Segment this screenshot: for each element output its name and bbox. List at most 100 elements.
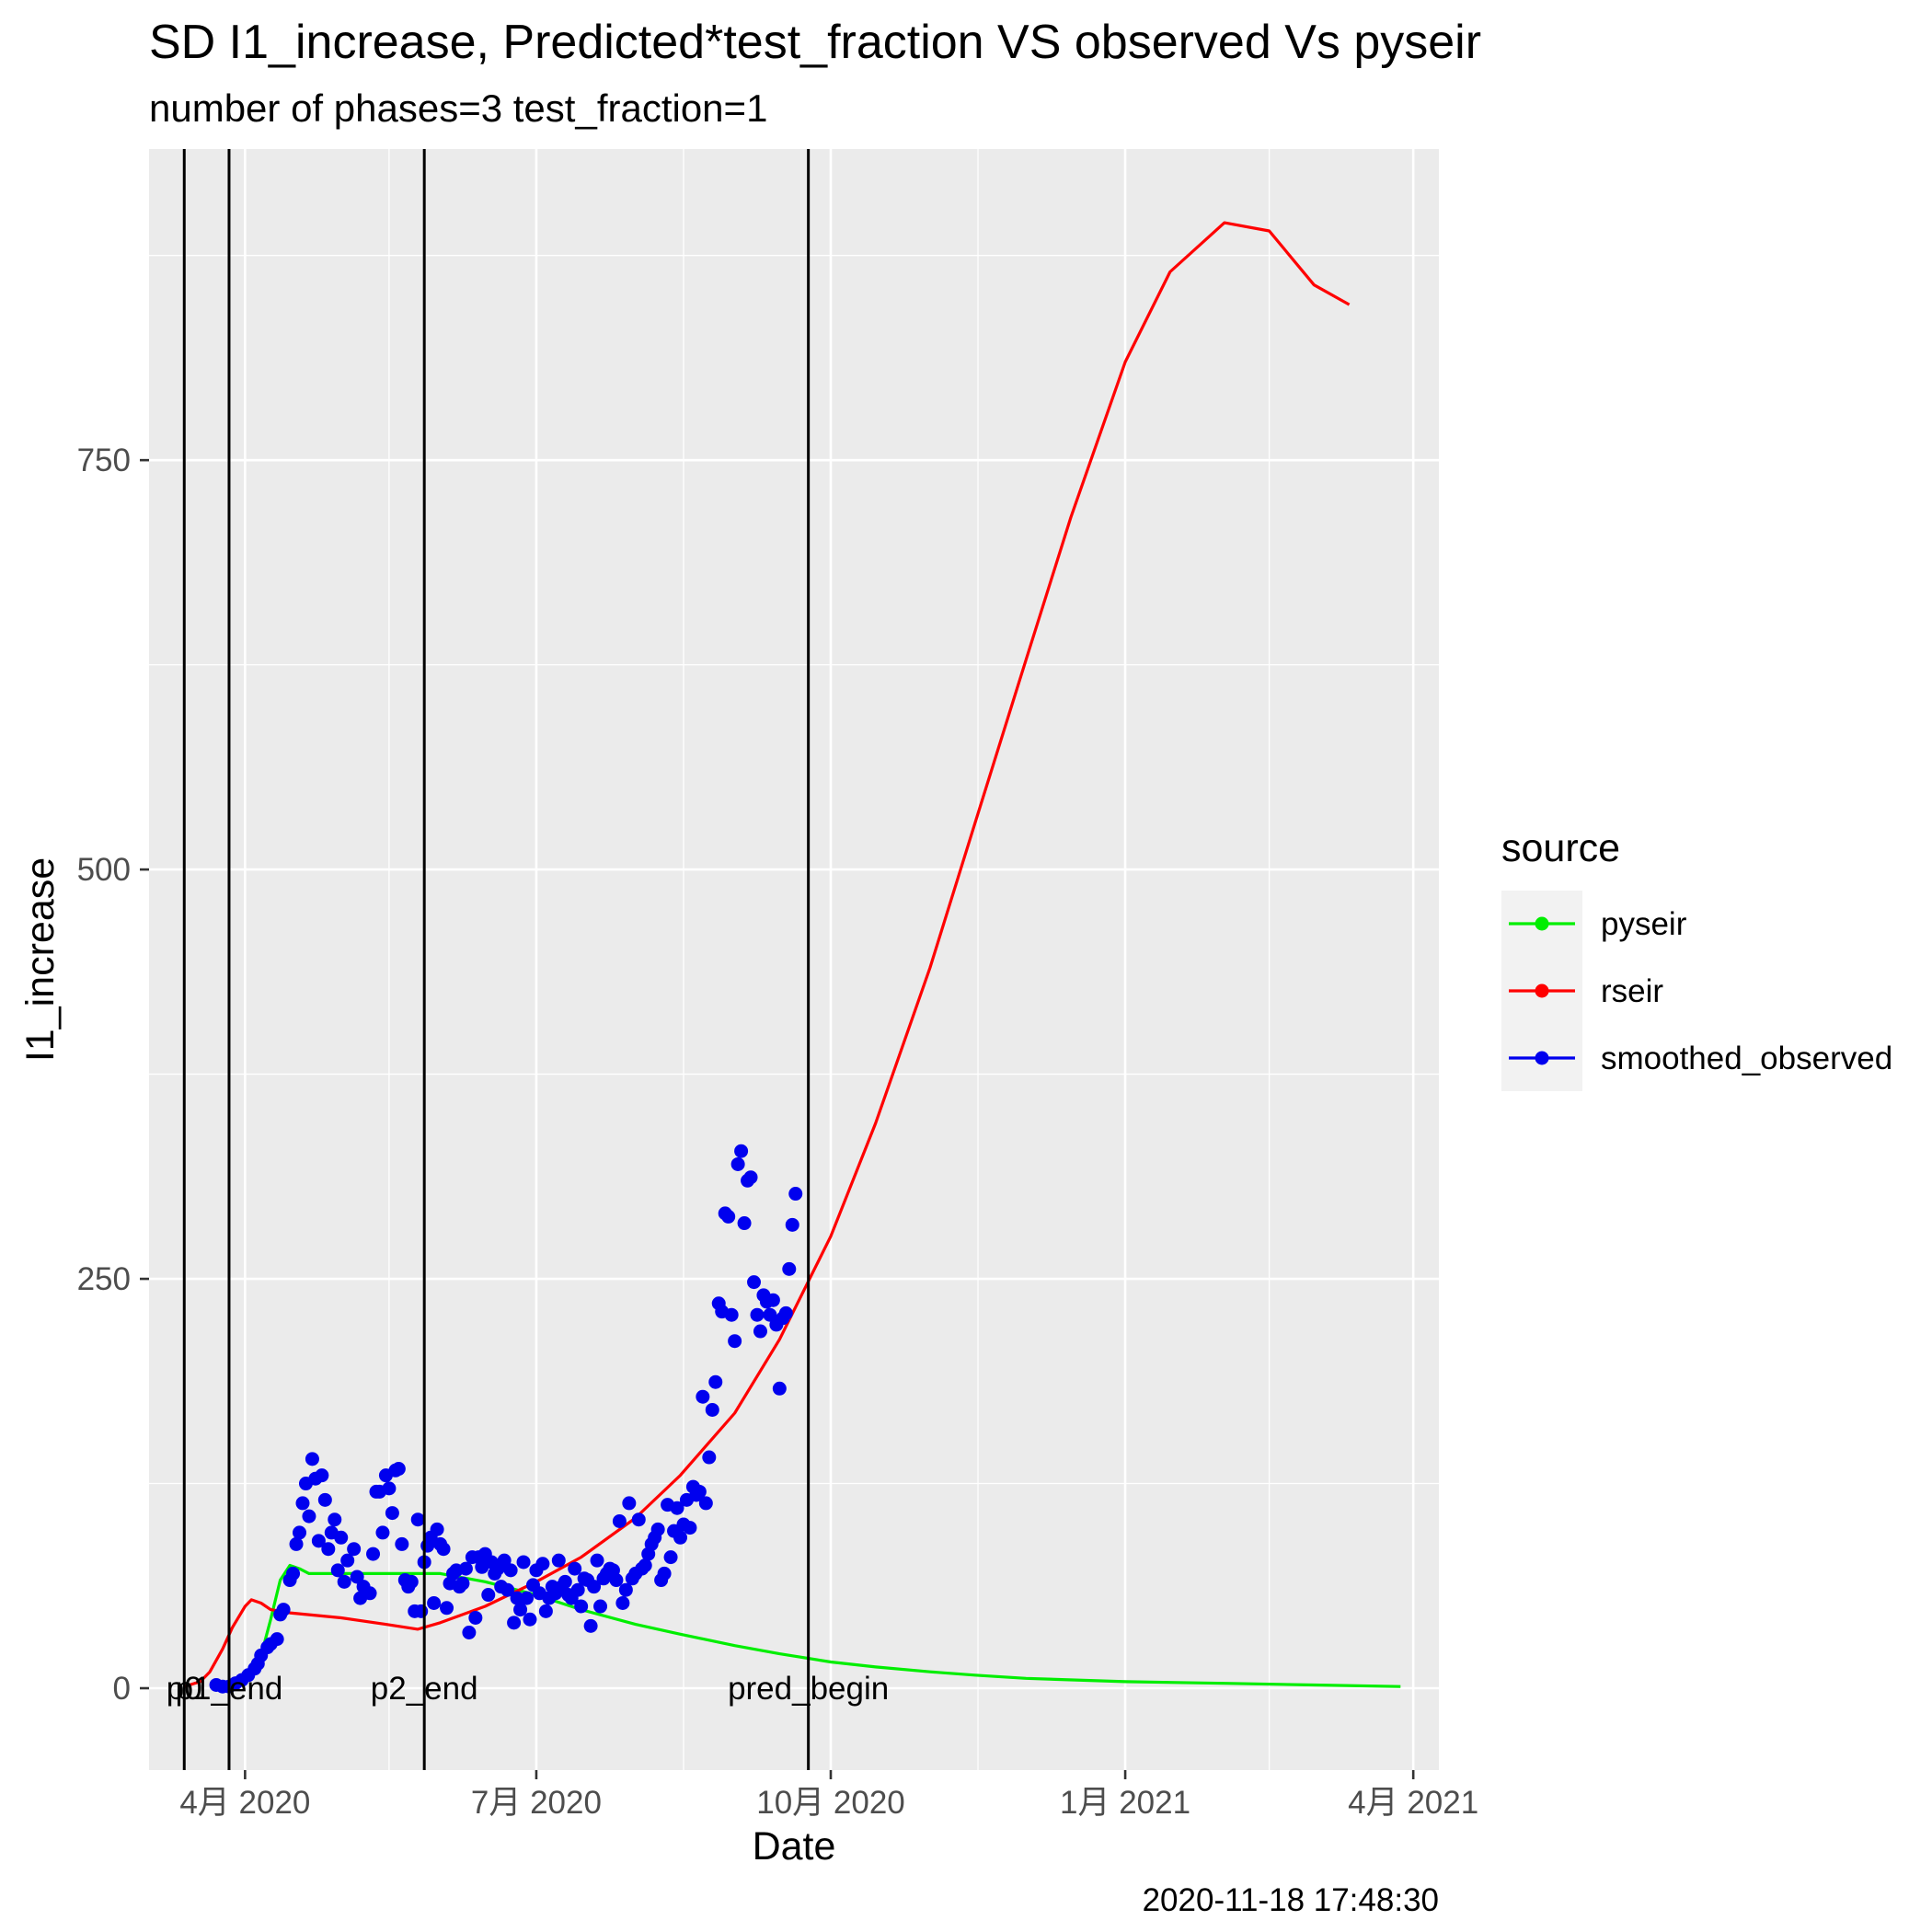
data-point-smoothed_observed [591, 1554, 604, 1568]
data-point-smoothed_observed [315, 1468, 328, 1482]
data-point-smoothed_observed [405, 1575, 419, 1589]
data-point-smoothed_observed [347, 1542, 361, 1556]
chart-caption: 2020-11-18 17:48:30 [1143, 1882, 1439, 1918]
data-point-smoothed_observed [427, 1596, 441, 1610]
data-point-smoothed_observed [293, 1525, 306, 1539]
data-point-smoothed_observed [702, 1451, 716, 1465]
data-point-smoothed_observed [305, 1452, 319, 1466]
data-point-smoothed_observed [615, 1596, 629, 1610]
vline-label-p1_end: p1_end [176, 1671, 283, 1707]
data-point-smoothed_observed [782, 1262, 796, 1276]
data-point-smoothed_observed [328, 1512, 341, 1526]
x-tick-label: 1月 2021 [1060, 1785, 1190, 1821]
x-tick-label: 4月 2020 [179, 1785, 310, 1821]
data-point-smoothed_observed [683, 1521, 696, 1535]
data-point-smoothed_observed [375, 1525, 389, 1539]
data-point-smoothed_observed [392, 1462, 406, 1476]
chart-title: SD I1_increase, Predicted*test_fraction … [149, 16, 1481, 69]
data-point-smoothed_observed [609, 1573, 623, 1587]
data-point-smoothed_observed [363, 1586, 377, 1600]
data-point-smoothed_observed [750, 1308, 764, 1322]
plot-panel [149, 149, 1439, 1770]
data-point-smoothed_observed [277, 1603, 291, 1616]
data-point-smoothed_observed [539, 1604, 553, 1618]
data-point-smoothed_observed [788, 1187, 802, 1201]
chart-subtitle: number of phases=3 test_fraction=1 [149, 86, 767, 130]
data-point-smoothed_observed [673, 1531, 687, 1545]
data-point-smoothed_observed [295, 1496, 309, 1510]
y-tick-label: 0 [113, 1671, 131, 1707]
data-point-smoothed_observed [744, 1170, 758, 1184]
x-tick-label: 4月 2021 [1348, 1785, 1478, 1821]
data-point-smoothed_observed [481, 1588, 495, 1602]
data-point-smoothed_observed [366, 1547, 380, 1561]
data-point-smoothed_observed [747, 1275, 761, 1289]
data-point-smoothed_observed [431, 1523, 444, 1536]
data-point-smoothed_observed [440, 1601, 454, 1615]
data-point-smoothed_observed [773, 1382, 787, 1396]
data-point-smoothed_observed [786, 1218, 799, 1232]
data-point-smoothed_observed [411, 1512, 425, 1526]
data-point-smoothed_observed [593, 1600, 607, 1614]
y-tick-label: 750 [77, 443, 131, 478]
data-point-smoothed_observed [286, 1567, 300, 1581]
y-axis-title: I1_increase [18, 857, 63, 1062]
x-tick-label: 7月 2020 [471, 1785, 602, 1821]
data-point-smoothed_observed [334, 1531, 348, 1545]
data-point-smoothed_observed [658, 1567, 672, 1581]
data-point-smoothed_observed [504, 1563, 518, 1577]
data-point-smoothed_observed [622, 1496, 636, 1510]
data-point-smoothed_observed [437, 1542, 451, 1556]
data-point-smoothed_observed [468, 1611, 482, 1625]
data-point-smoothed_observed [385, 1506, 399, 1520]
data-point-smoothed_observed [664, 1550, 678, 1564]
data-point-smoothed_observed [779, 1306, 793, 1320]
x-axis-title: Date [753, 1824, 836, 1869]
legend-key-dot-pyseir [1535, 917, 1549, 931]
data-point-smoothed_observed [584, 1619, 598, 1633]
y-tick-label: 500 [77, 852, 131, 888]
data-point-smoothed_observed [613, 1514, 627, 1528]
data-point-smoothed_observed [699, 1496, 713, 1510]
data-point-smoothed_observed [738, 1216, 752, 1230]
data-point-smoothed_observed [414, 1604, 428, 1618]
vline-label-pred_begin: pred_begin [728, 1671, 889, 1707]
data-point-smoothed_observed [552, 1554, 566, 1568]
data-point-smoothed_observed [734, 1144, 748, 1158]
data-point-smoothed_observed [535, 1557, 549, 1570]
data-point-smoothed_observed [721, 1210, 735, 1224]
data-point-smoothed_observed [753, 1325, 767, 1339]
data-point-smoothed_observed [462, 1626, 476, 1639]
data-point-smoothed_observed [728, 1334, 742, 1348]
data-point-smoothed_observed [520, 1592, 534, 1605]
data-point-smoothed_observed [302, 1510, 316, 1524]
legend-key-dot-smoothed_observed [1535, 1052, 1549, 1065]
data-point-smoothed_observed [568, 1562, 581, 1576]
legend: source pyseir rseir smoothed_observed [1501, 826, 1892, 1091]
data-point-smoothed_observed [507, 1616, 521, 1629]
data-point-smoothed_observed [382, 1481, 396, 1495]
data-point-smoothed_observed [455, 1577, 469, 1591]
data-point-smoothed_observed [574, 1600, 588, 1614]
legend-key-dot-rseir [1535, 984, 1549, 998]
data-point-smoothed_observed [523, 1613, 536, 1627]
data-point-smoothed_observed [706, 1403, 719, 1417]
data-point-smoothed_observed [766, 1294, 780, 1307]
data-point-smoothed_observed [651, 1523, 665, 1536]
data-point-smoothed_observed [318, 1493, 332, 1507]
vline-label-p2_end: p2_end [371, 1671, 478, 1707]
legend-label-pyseir: pyseir [1601, 906, 1687, 942]
data-point-smoothed_observed [632, 1512, 646, 1526]
y-tick-label: 250 [77, 1261, 131, 1297]
legend-label-rseir: rseir [1601, 973, 1663, 1009]
data-point-smoothed_observed [731, 1157, 745, 1171]
data-point-smoothed_observed [517, 1555, 531, 1569]
legend-label-smoothed_observed: smoothed_observed [1601, 1041, 1892, 1076]
data-point-smoothed_observed [725, 1308, 739, 1322]
data-point-smoothed_observed [395, 1537, 408, 1551]
data-point-smoothed_observed [558, 1575, 572, 1589]
data-point-smoothed_observed [708, 1375, 722, 1389]
data-point-smoothed_observed [270, 1632, 284, 1646]
legend-title: source [1501, 826, 1620, 870]
